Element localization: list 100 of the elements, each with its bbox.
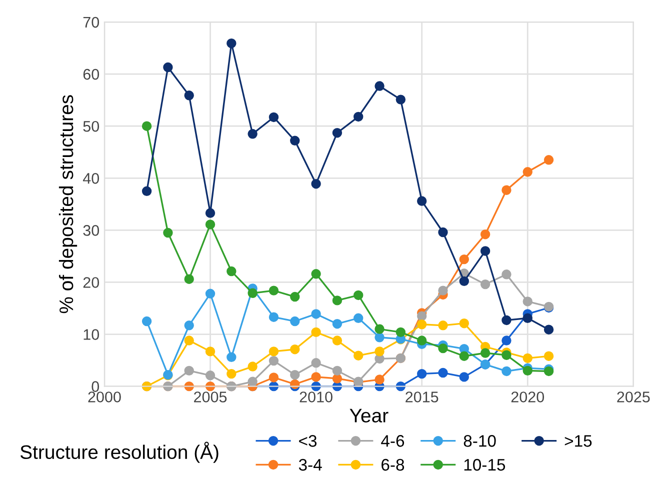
legend-label: 4-6 bbox=[381, 435, 404, 447]
point bbox=[544, 155, 554, 165]
point bbox=[438, 286, 448, 296]
point bbox=[354, 350, 364, 360]
x-tick-label: 2005 bbox=[194, 392, 227, 402]
point bbox=[522, 313, 532, 323]
point bbox=[226, 352, 236, 362]
y-tick-label: 40 bbox=[82, 173, 100, 184]
point bbox=[522, 353, 532, 364]
point bbox=[184, 274, 194, 284]
point bbox=[268, 112, 279, 122]
y-tick-label: 50 bbox=[83, 120, 100, 132]
point bbox=[226, 266, 236, 276]
point bbox=[311, 372, 321, 382]
point bbox=[354, 313, 364, 323]
point bbox=[248, 288, 258, 298]
point bbox=[205, 370, 216, 380]
point bbox=[163, 228, 173, 238]
point bbox=[374, 324, 384, 334]
point bbox=[438, 368, 448, 378]
y-tick-label: 10 bbox=[84, 329, 100, 340]
point bbox=[374, 374, 384, 384]
point bbox=[184, 90, 194, 100]
legend-label: <3 bbox=[299, 435, 317, 447]
point bbox=[205, 288, 216, 299]
y-tick-label: 30 bbox=[83, 225, 100, 236]
point bbox=[248, 362, 258, 372]
point bbox=[311, 327, 321, 338]
point bbox=[396, 327, 406, 338]
point bbox=[502, 270, 512, 280]
point bbox=[290, 292, 300, 302]
point bbox=[248, 129, 258, 139]
point bbox=[290, 344, 300, 354]
y-tick-label: 70 bbox=[83, 16, 100, 28]
point bbox=[438, 343, 448, 354]
point bbox=[354, 290, 364, 300]
x-tick-label: 2000 bbox=[88, 392, 121, 402]
point bbox=[374, 346, 384, 356]
point bbox=[268, 286, 279, 296]
point bbox=[332, 336, 342, 346]
point bbox=[416, 368, 427, 379]
point bbox=[311, 179, 321, 189]
point bbox=[374, 332, 384, 342]
y-tick-label: 20 bbox=[83, 277, 100, 288]
point bbox=[416, 320, 427, 330]
point bbox=[354, 112, 364, 122]
point bbox=[290, 316, 300, 326]
point bbox=[459, 351, 470, 361]
point bbox=[544, 351, 554, 361]
point bbox=[480, 348, 490, 358]
legend-label: 6-8 bbox=[382, 458, 404, 471]
point bbox=[459, 254, 470, 264]
y-axis-title: % of deposited structures bbox=[58, 95, 78, 314]
point bbox=[438, 320, 448, 330]
point bbox=[311, 309, 321, 319]
legend-label: 10-15 bbox=[464, 458, 506, 471]
point bbox=[480, 279, 490, 290]
point bbox=[416, 196, 427, 206]
point bbox=[416, 336, 427, 346]
point bbox=[396, 94, 406, 104]
point bbox=[311, 269, 321, 279]
point bbox=[268, 372, 279, 382]
point bbox=[268, 356, 279, 366]
point bbox=[522, 366, 532, 376]
point bbox=[205, 220, 216, 230]
point bbox=[502, 315, 512, 326]
point bbox=[480, 229, 490, 240]
point bbox=[163, 62, 173, 72]
point bbox=[459, 276, 470, 286]
legend-label: 3-4 bbox=[298, 458, 322, 471]
point bbox=[226, 368, 236, 379]
point bbox=[502, 366, 512, 376]
point bbox=[142, 316, 152, 326]
point bbox=[332, 296, 342, 306]
y-tick-label: 60 bbox=[83, 68, 100, 80]
point bbox=[459, 318, 470, 328]
point bbox=[459, 372, 470, 382]
point bbox=[248, 376, 258, 386]
point bbox=[502, 185, 512, 195]
x-tick-label: 2020 bbox=[511, 392, 544, 402]
point bbox=[544, 366, 554, 376]
point bbox=[502, 350, 512, 360]
x-axis-title: Year bbox=[350, 408, 388, 422]
legend-title: Structure resolution (Å) bbox=[20, 442, 218, 463]
x-tick-label: 2015 bbox=[406, 392, 438, 402]
point bbox=[332, 318, 342, 329]
point bbox=[374, 81, 384, 91]
point bbox=[332, 374, 342, 384]
point bbox=[184, 320, 194, 330]
point bbox=[332, 128, 342, 138]
point bbox=[142, 121, 152, 131]
point bbox=[205, 208, 216, 218]
point bbox=[311, 358, 321, 368]
point bbox=[142, 186, 152, 196]
point bbox=[205, 346, 216, 356]
point bbox=[268, 346, 279, 356]
point bbox=[416, 311, 427, 321]
point bbox=[522, 167, 532, 177]
point bbox=[522, 296, 532, 306]
x-tick-label: 2025 bbox=[617, 392, 650, 402]
